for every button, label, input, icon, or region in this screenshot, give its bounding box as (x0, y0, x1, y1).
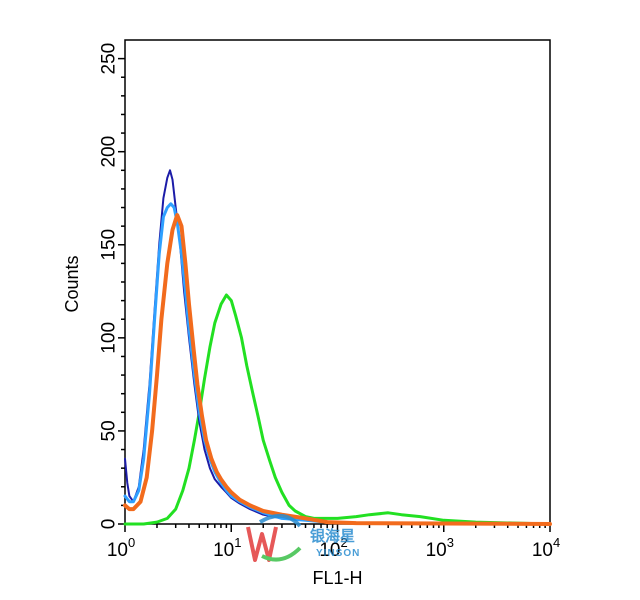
x-tick-label: 101 (213, 535, 241, 561)
y-axis-label: Counts (62, 255, 82, 312)
y-tick-label: 100 (99, 322, 120, 354)
watermark-arc-icon (258, 514, 302, 528)
x-tick-label: 104 (532, 535, 560, 561)
series-line-4 (123, 293, 552, 526)
x-tick-label: 103 (426, 535, 454, 561)
y-tick-label: 200 (99, 136, 120, 168)
y-tick-label: 0 (99, 519, 120, 530)
watermark-emblem-icon (246, 526, 278, 562)
x-axis-label: FL1-H (312, 568, 362, 588)
y-tick-label: 150 (99, 229, 120, 261)
y-tick-label: 250 (99, 43, 120, 75)
watermark-subtitle: YINSON (316, 548, 360, 559)
watermark-wave-icon (261, 546, 302, 562)
x-tick-label: 102 (319, 535, 347, 561)
series-line-3 (123, 213, 552, 526)
series-layer (123, 169, 552, 526)
y-tick-label: 50 (99, 420, 120, 441)
watermark-logo: 银海星 YINSON (246, 514, 360, 562)
x-tick-label: 100 (107, 535, 135, 561)
watermark-title: 银海星 (310, 527, 355, 545)
series-line-2 (123, 202, 552, 526)
